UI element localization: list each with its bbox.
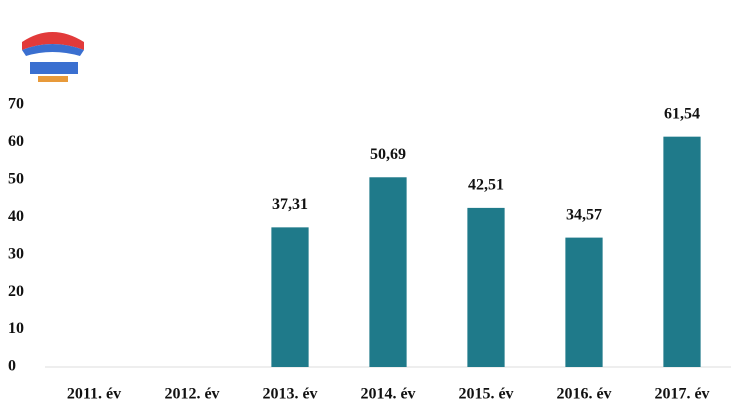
y-tick-label: 10	[8, 320, 24, 337]
y-tick-label: 30	[8, 245, 24, 262]
y-tick-label: 70	[8, 96, 24, 113]
logo	[22, 32, 84, 82]
value-label: 42,51	[468, 177, 504, 194]
value-label: 50,69	[370, 146, 406, 163]
x-tick-label: 2017. év	[654, 386, 709, 403]
value-label: 37,31	[272, 196, 308, 213]
value-label: 61,54	[664, 105, 700, 122]
y-tick-label: 60	[8, 133, 24, 150]
x-tick-label: 2013. év	[262, 386, 317, 403]
x-tick-label: 2015. év	[458, 386, 513, 403]
x-tick-label: 2012. év	[164, 386, 219, 403]
y-tick-label: 20	[8, 283, 24, 300]
x-tick-label: 2016. év	[556, 386, 611, 403]
bar	[663, 136, 701, 367]
y-tick-label: 40	[8, 208, 24, 225]
value-label: 34,57	[566, 206, 602, 223]
y-tick-label: 50	[8, 171, 24, 188]
bar	[271, 227, 309, 367]
y-tick-label: 0	[8, 358, 16, 375]
x-tick-label: 2014. év	[360, 386, 415, 403]
bar	[467, 207, 505, 367]
bar	[565, 237, 603, 367]
bar	[369, 177, 407, 367]
x-tick-label: 2011. év	[67, 386, 121, 403]
